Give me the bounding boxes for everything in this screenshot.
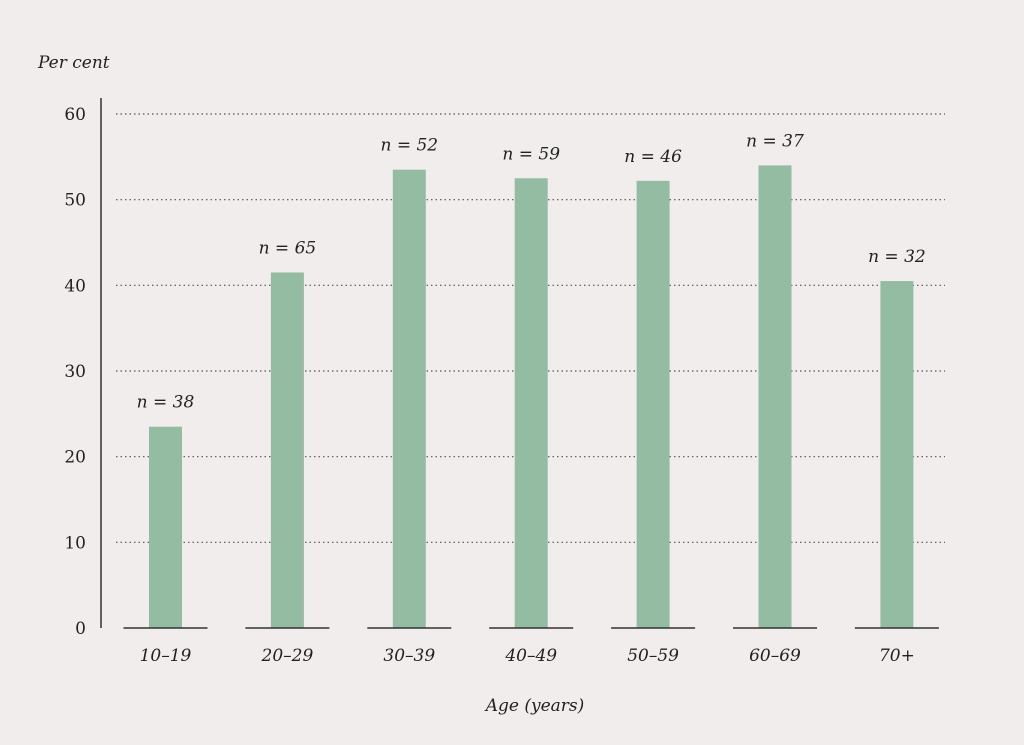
bar (270, 272, 304, 628)
x-tick-label: 30–39 (383, 646, 435, 666)
bar (880, 281, 914, 628)
n-label: n = 65 (259, 238, 317, 258)
x-tick-labels: 10–19 20–29 30–39 40–49 50–59 60–69 70+ (140, 646, 915, 666)
x-axis-title: Age (years) (484, 696, 585, 716)
x-tick-label: 50–59 (627, 646, 679, 666)
n-labels: n = 38 n = 65 n = 52 n = 59 n = 46 n = 37 n = … (137, 131, 926, 412)
y-tick-label: 0 (75, 619, 86, 639)
x-tick-label: 60–69 (749, 646, 801, 666)
bar (392, 169, 426, 628)
x-tick-label: 40–49 (504, 646, 557, 666)
y-tick-label: 40 (64, 276, 86, 296)
y-tick-label: 60 (64, 105, 86, 125)
n-label: n = 32 (868, 247, 926, 267)
y-tick-label: 50 (64, 191, 86, 211)
n-label: n = 46 (624, 147, 682, 167)
bar (636, 180, 670, 628)
y-tick-labels: 0 10 20 30 40 50 60 (64, 105, 86, 639)
n-label: n = 37 (746, 131, 804, 151)
x-tick-label: 70+ (879, 646, 915, 666)
y-tick-label: 10 (64, 533, 86, 553)
n-label: n = 52 (380, 136, 438, 156)
y-tick-label: 20 (64, 448, 86, 468)
bar (758, 165, 792, 628)
x-tick-label: 20–29 (261, 646, 314, 666)
bars (149, 165, 914, 628)
y-tick-label: 30 (64, 362, 86, 382)
x-tick-label: 10–19 (140, 646, 192, 666)
n-label: n = 59 (502, 144, 560, 164)
n-label: n = 38 (137, 393, 195, 413)
bar (514, 178, 548, 628)
y-axis-title: Per cent (37, 53, 110, 73)
bar (149, 426, 182, 628)
